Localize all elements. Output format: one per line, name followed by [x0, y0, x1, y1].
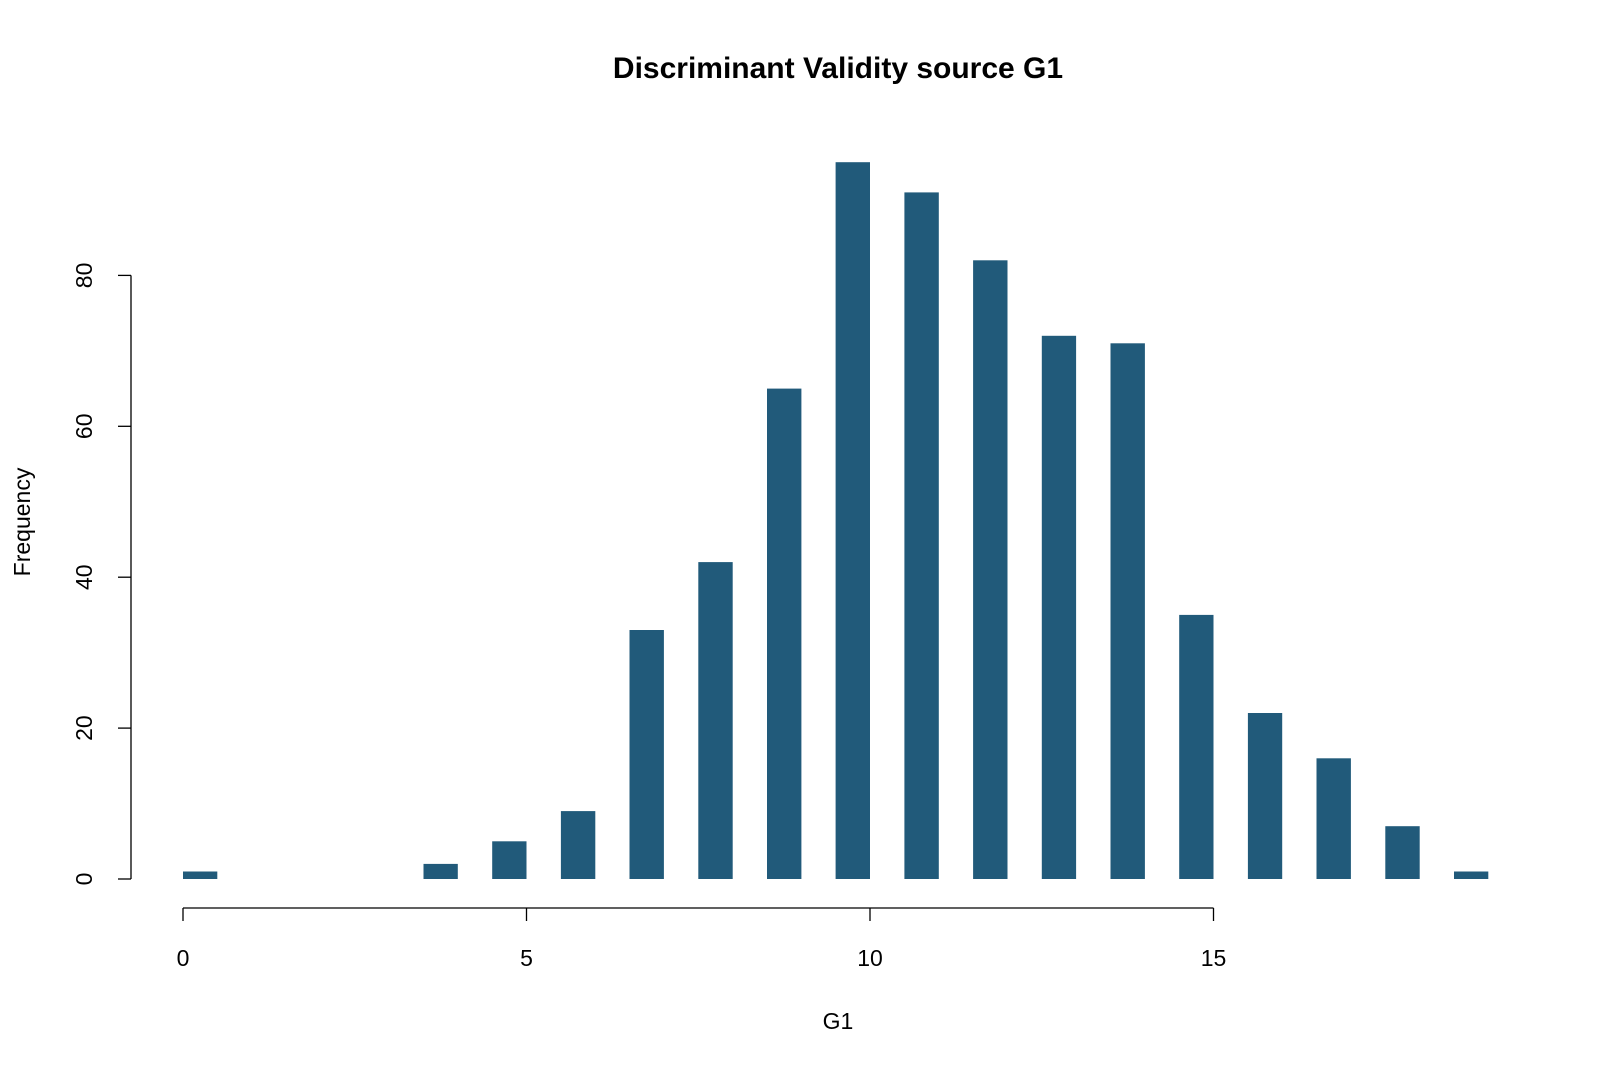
- y-tick-label: 60: [71, 414, 97, 440]
- x-tick-label: 0: [177, 945, 190, 971]
- histogram-bar: [1110, 343, 1145, 879]
- histogram-bar: [423, 863, 458, 879]
- histogram-bar: [1454, 871, 1489, 879]
- histogram-bar: [835, 162, 870, 879]
- y-axis: 0 20 40 60 80: [71, 263, 132, 886]
- y-tick-label: 40: [71, 564, 97, 590]
- x-tick-label: 10: [857, 945, 883, 971]
- histogram-bar: [1179, 614, 1214, 879]
- y-tick-label: 20: [71, 715, 97, 741]
- histogram-bar: [973, 260, 1008, 879]
- histogram-bar: [1316, 758, 1351, 879]
- x-axis-label: G1: [823, 1008, 854, 1034]
- y-tick-label: 0: [71, 873, 97, 886]
- y-tick-label: 80: [71, 263, 97, 289]
- histogram-bar: [492, 841, 527, 879]
- histogram-bar: [698, 562, 733, 879]
- histogram-bar: [183, 871, 218, 879]
- histogram-bar: [1247, 713, 1283, 879]
- x-tick-label: 5: [520, 945, 533, 971]
- chart-title: Discriminant Validity source G1: [613, 52, 1063, 85]
- y-axis-label: Frequency: [9, 467, 35, 576]
- histogram-bar: [629, 630, 664, 879]
- histogram-bar: [1385, 826, 1420, 879]
- histogram-bar: [560, 811, 596, 879]
- bars-group: [183, 162, 1489, 879]
- x-tick-label: 15: [1201, 945, 1227, 971]
- x-axis: 0 5 10 15: [177, 907, 1227, 971]
- histogram-bar: [1041, 335, 1077, 879]
- histogram-bar: [767, 388, 802, 879]
- histogram-bar: [904, 192, 939, 879]
